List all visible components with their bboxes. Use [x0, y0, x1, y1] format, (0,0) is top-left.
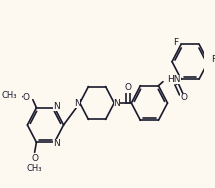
Text: CH₃: CH₃: [27, 164, 42, 173]
Text: N: N: [74, 99, 80, 108]
Text: F: F: [211, 55, 215, 64]
Text: O: O: [180, 93, 187, 102]
Text: O: O: [124, 83, 131, 92]
Text: F: F: [173, 38, 178, 47]
Text: HN: HN: [167, 75, 181, 84]
Text: O: O: [23, 93, 30, 102]
Text: N: N: [114, 99, 120, 108]
Text: O: O: [31, 154, 38, 163]
Text: N: N: [53, 102, 60, 111]
Text: CH₃: CH₃: [1, 91, 17, 100]
Text: N: N: [53, 139, 60, 148]
